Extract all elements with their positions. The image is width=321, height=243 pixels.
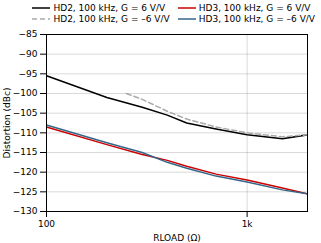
svg-text:−85: −85 <box>19 29 38 39</box>
svg-text:−115: −115 <box>13 147 38 157</box>
svg-text:−90: −90 <box>19 49 38 59</box>
svg-text:Distortion (dBc): Distortion (dBc) <box>2 88 12 159</box>
html-text:HD2, 100 kHz, G = –6 V/V: HD2, 100 kHz, G = –6 V/V <box>53 14 170 24</box>
html-text:HD3, 100 kHz, G = 6 V/V: HD3, 100 kHz, G = 6 V/V <box>198 3 311 13</box>
svg-text:1k: 1k <box>242 219 254 229</box>
svg-text:−120: −120 <box>13 167 38 177</box>
svg-text:RLOAD (Ω): RLOAD (Ω) <box>153 233 201 243</box>
svg-text:−130: −130 <box>13 206 38 216</box>
svg-text:−110: −110 <box>13 128 38 138</box>
svg-text:−100: −100 <box>13 88 38 98</box>
html-text:HD3, 100 kHz, G = –6 V/V: HD3, 100 kHz, G = –6 V/V <box>198 14 315 24</box>
svg-text:100: 100 <box>38 219 55 229</box>
svg-text:−95: −95 <box>19 69 38 79</box>
svg-text:−125: −125 <box>13 187 38 197</box>
html-text:HD2, 100 kHz, G = 6 V/V: HD2, 100 kHz, G = 6 V/V <box>53 3 166 13</box>
svg-text:−105: −105 <box>13 108 38 118</box>
